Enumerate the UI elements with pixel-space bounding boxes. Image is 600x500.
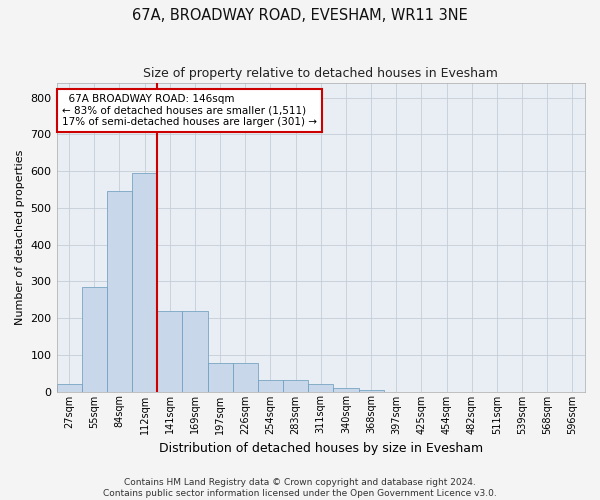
- Bar: [132, 173, 157, 392]
- Bar: [283, 380, 308, 392]
- Bar: [208, 363, 233, 392]
- X-axis label: Distribution of detached houses by size in Evesham: Distribution of detached houses by size …: [159, 442, 483, 455]
- Bar: [182, 310, 208, 392]
- Text: 67A, BROADWAY ROAD, EVESHAM, WR11 3NE: 67A, BROADWAY ROAD, EVESHAM, WR11 3NE: [132, 8, 468, 22]
- Bar: [56, 384, 82, 392]
- Y-axis label: Number of detached properties: Number of detached properties: [15, 150, 25, 325]
- Text: Contains HM Land Registry data © Crown copyright and database right 2024.
Contai: Contains HM Land Registry data © Crown c…: [103, 478, 497, 498]
- Bar: [359, 390, 383, 392]
- Bar: [308, 384, 334, 392]
- Bar: [82, 287, 107, 392]
- Text: 67A BROADWAY ROAD: 146sqm
← 83% of detached houses are smaller (1,511)
17% of se: 67A BROADWAY ROAD: 146sqm ← 83% of detac…: [62, 94, 317, 127]
- Bar: [157, 310, 182, 392]
- Bar: [258, 380, 283, 392]
- Bar: [107, 192, 132, 392]
- Title: Size of property relative to detached houses in Evesham: Size of property relative to detached ho…: [143, 68, 498, 80]
- Bar: [334, 388, 359, 392]
- Bar: [233, 363, 258, 392]
